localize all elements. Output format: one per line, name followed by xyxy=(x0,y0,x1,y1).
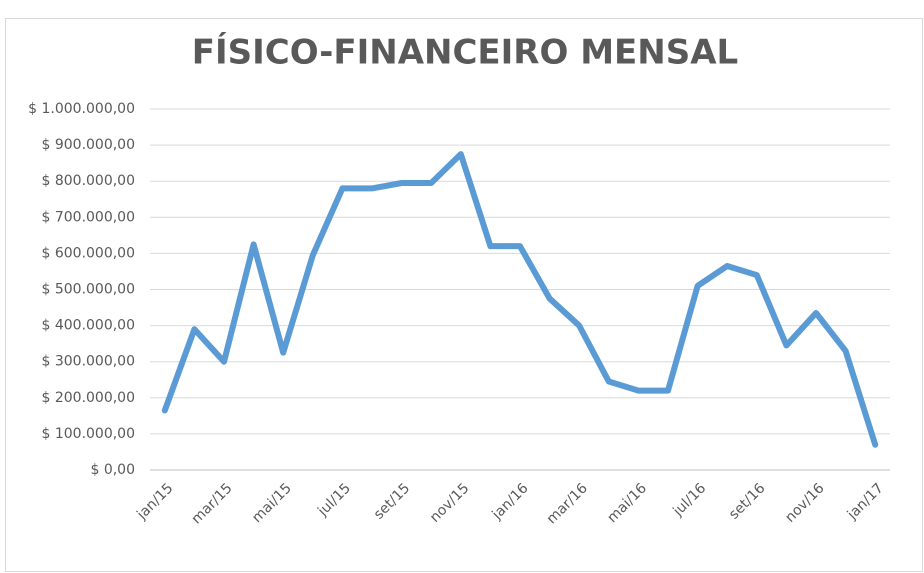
y-tick-label: $ 200.000,00 xyxy=(41,390,135,406)
y-tick-label: $ 500.000,00 xyxy=(41,282,135,298)
y-tick-label: $ 800.000,00 xyxy=(41,173,135,189)
y-tick-label: $ 900.000,00 xyxy=(41,137,135,153)
y-tick-label: $ 300.000,00 xyxy=(41,354,135,370)
data-line xyxy=(161,151,879,448)
chart-title: FÍSICO-FINANCEIRO MENSAL xyxy=(192,32,738,73)
y-tick-label: $ 100.000,00 xyxy=(41,426,135,442)
chart-border xyxy=(5,18,923,572)
y-tick-label: $ 400.000,00 xyxy=(41,318,135,334)
y-tick-label: $ 600.000,00 xyxy=(41,245,135,261)
y-tick-label: $ 700.000,00 xyxy=(41,209,135,225)
y-tick-label: $ 0,00 xyxy=(90,462,135,478)
y-tick-label: $ 1.000.000,00 xyxy=(28,101,135,117)
